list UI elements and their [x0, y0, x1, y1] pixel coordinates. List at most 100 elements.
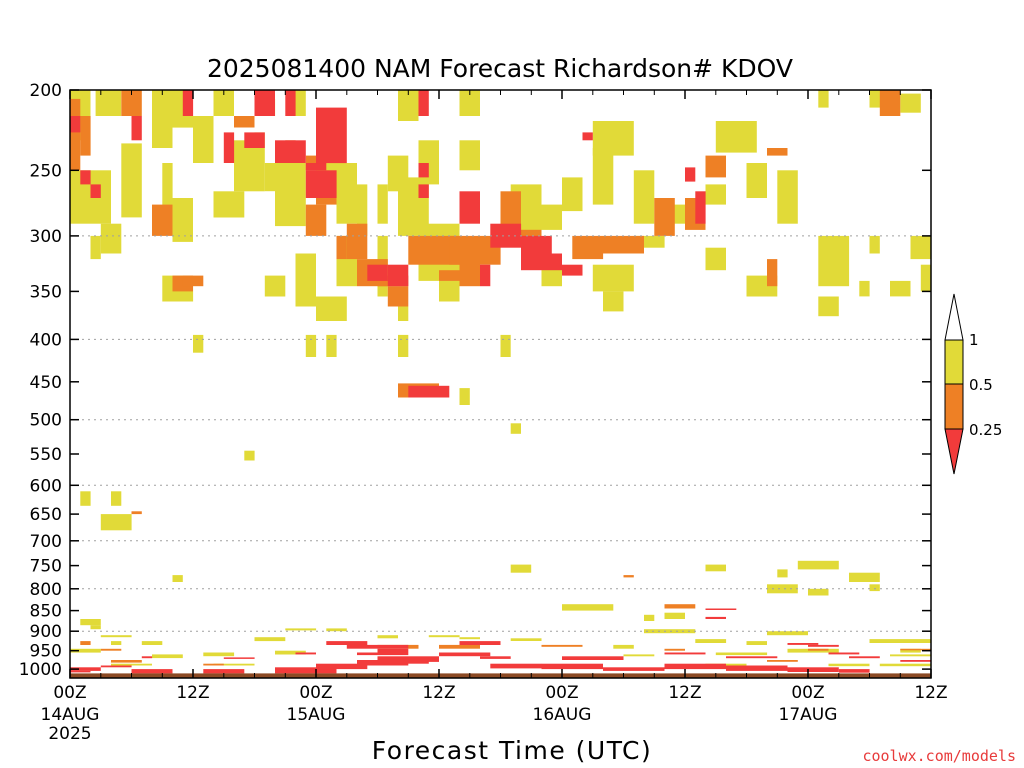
data-cell: [275, 140, 306, 163]
data-cell: [141, 656, 153, 659]
data-cell: [459, 388, 470, 405]
colorbar-segment-0.5-1: [944, 339, 964, 385]
data-cell: [95, 90, 122, 116]
data-cell: [305, 334, 317, 357]
data-cell: [111, 660, 142, 663]
data-cell: [90, 235, 101, 260]
data-cell: [213, 663, 255, 666]
data-cell: [726, 665, 788, 671]
data-cell: [900, 648, 932, 651]
data-cell: [900, 648, 921, 653]
data-cell: [510, 423, 521, 434]
data-cell: [439, 652, 491, 657]
colorbar: 1 0.5 0.25: [944, 293, 1002, 475]
data-cell: [141, 641, 163, 645]
colorbar-segment-0.25-0.5: [944, 383, 964, 430]
data-cell: [100, 223, 122, 254]
data-cell: [172, 575, 183, 582]
data-cell: [849, 656, 880, 659]
data-cell: [459, 253, 480, 287]
data-cell: [705, 616, 726, 619]
colorbar-segment-below-0.25: [944, 428, 964, 475]
data-cell: [418, 140, 439, 185]
data-cell: [879, 90, 901, 116]
data-cell: [223, 132, 235, 163]
data-cell: [223, 657, 255, 659]
data-cell: [510, 564, 532, 573]
data-cell: [152, 204, 173, 236]
y-tick-label: 400: [30, 330, 62, 350]
data-cell: [592, 148, 614, 205]
y-tick-label: 450: [30, 373, 62, 393]
y-tick-label: 550: [30, 445, 62, 465]
data-cell: [111, 641, 122, 645]
plot-frame: [69, 89, 932, 679]
x-tick-label: 00Z: [53, 683, 86, 703]
data-cell: [131, 116, 142, 141]
y-tick-label: 750: [30, 557, 62, 577]
data-cell: [100, 665, 132, 668]
data-cell: [890, 280, 911, 297]
data-cell: [100, 648, 122, 651]
data-cell: [295, 652, 316, 655]
data-cell: [664, 612, 685, 619]
data-cell: [182, 90, 194, 116]
data-cell: [152, 90, 173, 148]
data-cell: [664, 648, 685, 651]
x-tick-label: 12Z: [914, 683, 947, 703]
data-cell: [654, 198, 675, 236]
data-cell: [100, 635, 132, 638]
data-cell: [326, 628, 347, 632]
data-cell: [633, 170, 655, 224]
x-tick-date-label: 14AUG: [41, 705, 100, 725]
data-cell: [131, 511, 142, 515]
data-cell: [500, 334, 511, 357]
colorbar-label: 0.25: [969, 421, 1002, 439]
data-cell: [439, 644, 480, 649]
data-cell: [80, 619, 101, 626]
data-cell: [377, 184, 388, 224]
data-cell: [562, 656, 624, 660]
data-cell: [213, 90, 234, 116]
data-cell: [685, 167, 696, 182]
data-cell: [152, 654, 183, 659]
data-cell: [193, 116, 214, 163]
y-axis: 200 250 300 350 400 450 500 550 600 650 700 750 8008…: [19, 81, 931, 680]
data-cell: [398, 306, 409, 321]
x-tick-label: 12Z: [176, 683, 209, 703]
colorbar-segment-above-1: [944, 293, 964, 341]
data-cell: [644, 629, 696, 634]
data-cell: [480, 264, 491, 287]
y-tick-label: 650: [30, 505, 62, 525]
data-cell: [377, 656, 439, 662]
chart-title: 2025081400 NAM Forecast Richardson# KDOV: [207, 54, 793, 83]
data-cell: [387, 264, 409, 287]
data-cell: [70, 98, 81, 171]
data-cell: [275, 667, 337, 674]
y-tick-label: 850: [30, 602, 62, 622]
data-cell: [203, 663, 224, 666]
data-cell: [275, 650, 306, 655]
data-cell: [305, 155, 317, 171]
data-cell: [234, 116, 255, 128]
data-cell: [459, 140, 480, 171]
data-cell: [726, 656, 778, 659]
data-cell: [377, 648, 409, 653]
y-tick-label: 250: [30, 161, 62, 181]
data-cell: [705, 608, 737, 610]
x-tick-year-label: 2025: [48, 724, 91, 744]
data-cell: [541, 644, 583, 647]
data-cell: [100, 514, 132, 531]
data-cell: [715, 121, 757, 153]
x-tick-date-label: 16AUG: [533, 705, 592, 725]
data-cell: [408, 385, 450, 398]
x-tick-label: 12Z: [668, 683, 701, 703]
data-cell: [664, 604, 696, 609]
data-cell: [603, 291, 624, 312]
y-tick-label: 800: [30, 580, 62, 600]
data-cell: [377, 660, 429, 664]
x-tick-date-label: 15AUG: [287, 705, 346, 725]
credit-link[interactable]: coolwx.com/models: [862, 747, 1016, 765]
data-cell: [828, 663, 870, 667]
data-cell: [521, 235, 552, 260]
